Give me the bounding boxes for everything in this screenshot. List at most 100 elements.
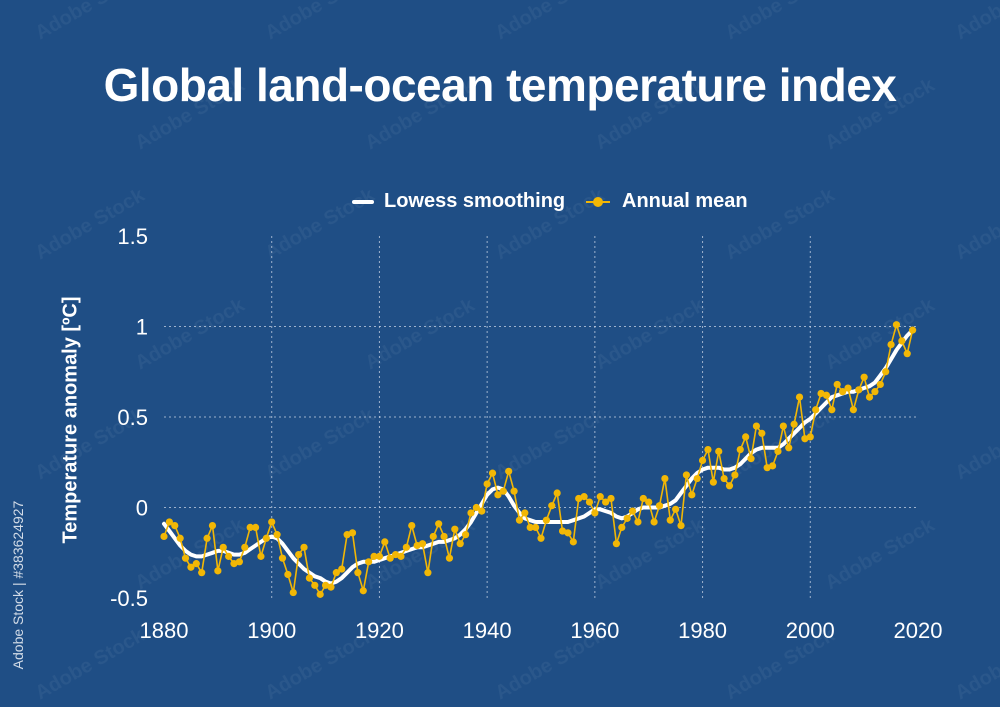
annual-mean-point [876,380,884,389]
annual-mean-point [865,393,874,401]
legend-marker-swatch [584,195,612,209]
annual-mean-point [456,540,464,548]
annual-mean-point [370,552,378,560]
annual-mean-point [397,552,405,560]
annual-mean-point [596,493,604,501]
annual-mean-point [160,532,168,541]
annual-mean-point [731,471,739,479]
y-tick-label: 1 [136,315,148,340]
annual-mean-point [634,518,642,526]
x-tick-label: 1940 [463,618,512,643]
annual-mean-point [338,565,346,573]
annual-mean-point [386,554,394,562]
annual-mean-point [510,487,518,495]
watermark-logo: Adobe Stock [592,514,710,595]
watermark-logo: Adobe Stock [362,294,480,375]
annual-mean-point [429,532,437,541]
annual-mean-point [585,498,594,506]
y-tick-label: 1.5 [117,224,148,249]
annual-mean-point [580,493,588,501]
annual-mean-point [214,567,222,575]
watermark-logo: Adobe Stock [32,624,150,705]
annual-mean-point [176,534,184,542]
annual-mean-point [478,507,486,515]
annual-mean-point [348,529,357,537]
annual-mean-point [612,540,621,548]
y-tick-label: 0.5 [117,405,148,430]
annual-mean-point [898,337,906,345]
watermark-logo: Adobe Stock [262,0,380,44]
lowess-smoothing-series [162,328,915,586]
annual-mean-point [235,558,243,566]
annual-mean-point [424,569,432,577]
annual-mean-point [628,507,637,515]
annual-mean-point [795,393,804,401]
annual-mean-point [839,388,847,396]
watermark-logo: Adobe Stock [32,0,150,44]
annual-mean-point [909,326,917,334]
annual-mean-point [666,516,674,524]
annual-mean-point [408,522,416,530]
annual-mean-point [844,384,852,392]
annual-mean-point [645,498,653,506]
annual-mean-point [698,456,707,465]
annual-mean-point [499,487,507,495]
watermark-logo: Adobe Stock [952,624,1000,705]
annual-mean-point [812,406,820,414]
annual-mean-point [774,447,782,455]
annual-mean-point [742,433,750,441]
annual-mean-point [225,552,233,560]
annual-mean-point [198,569,206,577]
tick-labels: -0.5 0 0.5 1 1.5 1880 1900 1920 1940 1960 1980 2000… [110,224,942,643]
annual-mean-point [768,462,777,470]
annual-mean-point [887,341,895,349]
y-tick-label: -0.5 [110,586,148,611]
legend-item-lowess: Lowess smoothing [352,190,565,213]
annual-mean-point [462,531,470,539]
annual-mean-point [855,386,863,394]
watermark-logo: Adobe Stock [262,404,380,485]
annual-mean-point [305,574,314,582]
annual-mean-point [187,563,195,571]
annual-mean-point [779,422,787,430]
x-tick-label: 1900 [247,618,296,643]
annual-mean-point [785,444,793,452]
annual-mean-point [418,540,427,548]
lowess-smoothing-line [162,328,915,586]
annual-mean-point [677,522,685,530]
annual-mean-point [569,538,577,546]
annual-mean-point [316,590,324,598]
annual-mean-point [607,494,615,503]
annual-mean-point [526,523,534,532]
y-axis-label: Temperature anomaly [ºC] [59,296,82,544]
annual-mean-point [494,491,502,499]
annual-mean-point [257,552,265,560]
stock-watermark-text: Adobe Stock | #383624927 [10,500,26,670]
watermark-logo: Adobe Stock [952,184,1000,265]
annual-mean-point [467,509,475,517]
annual-mean-point [300,543,308,551]
annual-mean-point [273,531,281,539]
annual-mean-point [203,534,211,542]
annual-mean-point [623,514,631,522]
annual-mean-point [871,388,879,396]
annual-mean-point [488,469,497,477]
annual-mean-point [715,447,723,455]
annual-mean-point [553,489,561,497]
annual-mean-point [747,455,755,463]
annual-mean-point [709,478,717,486]
watermark-logo: Adobe Stock [822,294,940,375]
annual-mean-point [591,509,599,517]
x-tick-label: 2020 [894,618,943,643]
annual-mean-point [564,529,572,537]
watermark-logo: Adobe Stock [132,294,250,375]
annual-mean-point [892,321,901,329]
annual-mean-point [720,474,728,483]
annual-mean-point [268,518,276,526]
annual-mean-point [833,380,841,389]
annual-mean-point [208,522,217,530]
annual-mean-point [181,554,190,562]
annual-mean-point [860,373,868,381]
annual-mean-point [639,494,647,503]
